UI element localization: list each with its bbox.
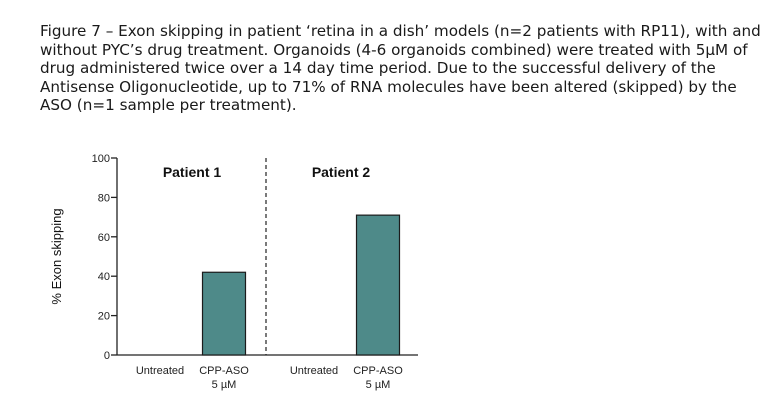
y-tick-label: 100 [92, 153, 110, 165]
bar [201, 271, 247, 356]
panel-title: Patient 2 [312, 164, 371, 180]
x-category-sublabel: 5 µM [366, 379, 391, 391]
x-category-label: Untreated [290, 365, 338, 377]
x-category-label: Untreated [136, 365, 184, 377]
panel-title: Patient 1 [163, 164, 222, 180]
y-tick-label: 0 [104, 350, 110, 362]
x-category-label: CPP-ASO [353, 365, 403, 377]
bar [355, 214, 401, 356]
y-tick-label: 20 [98, 311, 110, 323]
y-axis-title: % Exon skipping [49, 208, 64, 304]
y-tick-label: 80 [98, 192, 110, 204]
y-tick-label: 60 [98, 232, 110, 244]
y-tick-label: 40 [98, 271, 110, 283]
figure-caption: Figure 7 – Exon skipping in patient ‘ret… [40, 22, 761, 115]
x-category-sublabel: 5 µM [212, 379, 237, 391]
x-category-label: CPP-ASO [199, 365, 249, 377]
